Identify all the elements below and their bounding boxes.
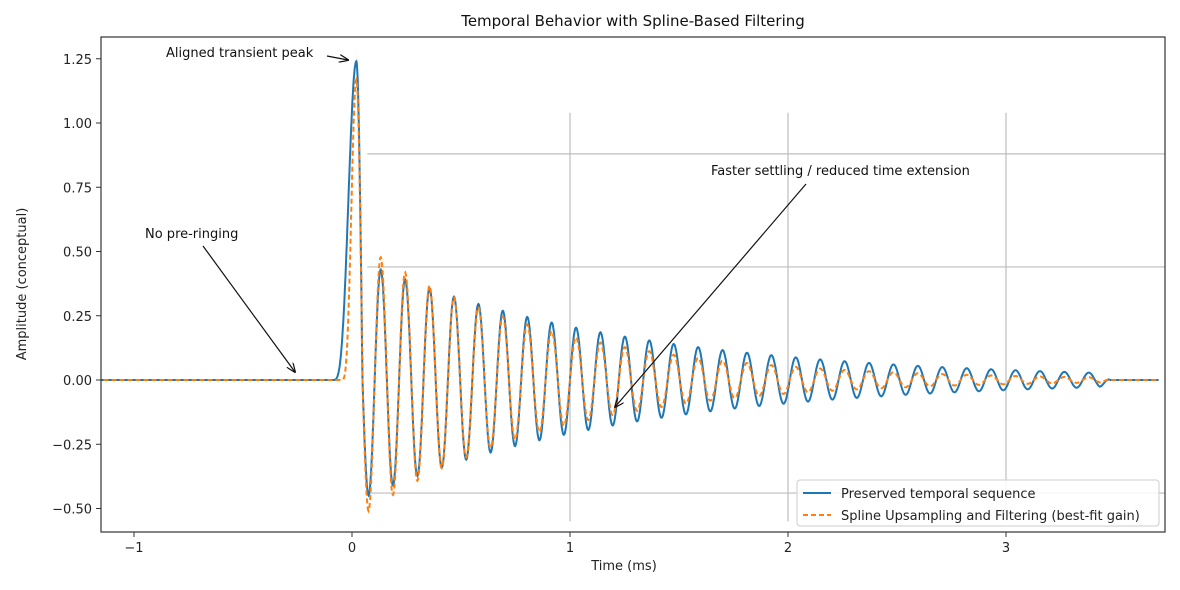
x-tick-label: 1	[566, 541, 574, 556]
x-axis-label: Time (ms)	[590, 559, 657, 574]
y-tick-label: 1.00	[63, 117, 92, 132]
y-tick-label: 0.25	[63, 310, 92, 325]
legend-label-spline: Spline Upsampling and Filtering (best-fi…	[841, 509, 1140, 524]
legend: Preserved temporal sequence Spline Upsam…	[796, 479, 1160, 527]
plot-frame	[100, 36, 1166, 533]
x-tick-label: 3	[1002, 541, 1010, 556]
annotation-text: Aligned transient peak	[166, 46, 314, 61]
y-axis-label: Amplitude (conceptual)	[15, 208, 30, 361]
annotation-no-pre-ringing: No pre-ringing	[145, 227, 295, 372]
legend-label-preserved: Preserved temporal sequence	[841, 487, 1036, 502]
chart-title: Temporal Behavior with Spline-Based Filt…	[460, 12, 805, 30]
annotation-faster-settling: Faster settling / reduced time extension	[615, 164, 970, 407]
series-line-preserved-temporal-sequence	[101, 59, 1159, 498]
annotation-text: No pre-ringing	[145, 227, 238, 242]
x-axis: −1 0 1 2 3	[124, 532, 1010, 556]
y-tick-label: 1.25	[63, 53, 92, 68]
y-tick-label: 0.50	[63, 246, 92, 261]
annotation-text: Faster settling / reduced time extension	[711, 164, 970, 179]
x-tick-label: −1	[124, 541, 143, 556]
y-tick-label: −0.25	[52, 438, 92, 453]
annotation-arrow	[202, 245, 295, 372]
y-tick-label: 0.00	[63, 374, 92, 389]
annotation-arrow	[615, 183, 807, 407]
annotation-arrow	[326, 56, 348, 60]
annotation-aligned-peak: Aligned transient peak	[166, 46, 348, 61]
series-line-spline-upsampling	[101, 75, 1159, 514]
x-tick-label: 2	[784, 541, 792, 556]
x-tick-label: 0	[348, 541, 356, 556]
legend-box	[796, 479, 1160, 527]
y-tick-label: −0.50	[52, 503, 92, 518]
y-tick-label: 0.75	[63, 181, 92, 196]
y-axis: 1.25 1.00 0.75 0.50 0.25 0.00 −0.25 −0.50	[52, 53, 101, 518]
